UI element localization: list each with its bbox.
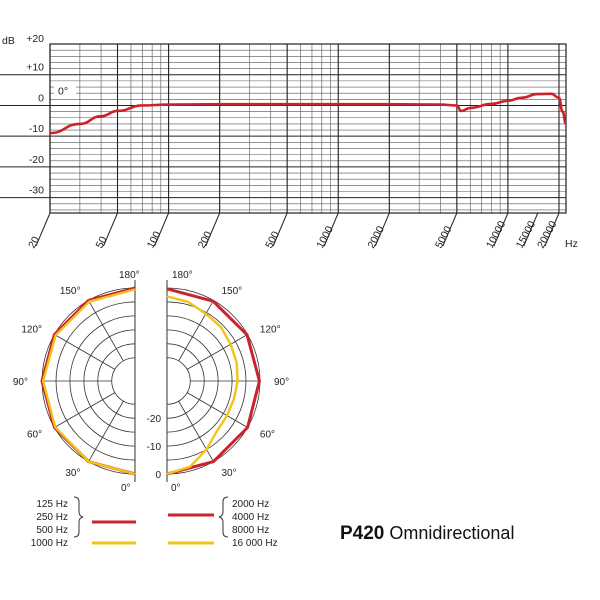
x-tick-label: 50: [94, 234, 110, 250]
y-tick-label: -30: [29, 185, 44, 197]
y-tick-label: 0: [38, 92, 44, 104]
legend-right-labels: 2000 Hz 4000 Hz 8000 Hz 16 000 Hz: [232, 498, 302, 550]
x-tick-slant: [272, 212, 288, 247]
legend-label: 2000 Hz: [232, 499, 270, 510]
x-tick-slant: [154, 212, 170, 247]
left-polar-half: [40, 280, 136, 482]
model-name: P420: [340, 523, 385, 544]
legend-label: 125 Hz: [36, 499, 68, 510]
polar-pattern-curve: [166, 295, 239, 476]
polar-spoke: [88, 400, 124, 462]
x-tick-slant: [523, 212, 539, 247]
polar-angle-label: 120°: [21, 325, 42, 336]
x-tick-slant: [374, 212, 390, 247]
polar-angle-label: 180°: [119, 270, 140, 281]
x-tick-slant: [35, 212, 51, 247]
x-axis-label: Hz: [565, 238, 578, 250]
legend-label: 500 Hz: [36, 525, 68, 536]
legend-brace: [218, 496, 229, 538]
polar-angle-label: 60°: [260, 430, 275, 441]
y-tick-label: -20: [29, 154, 44, 166]
polar-angle-label: 0°: [171, 483, 181, 494]
polar-radial-label: -10: [147, 442, 162, 453]
polar-spoke: [178, 300, 214, 362]
polar-angle-label: 150°: [222, 286, 243, 297]
polar-pattern-curve: [41, 288, 136, 476]
polar-ring: [111, 357, 136, 405]
legend-label: 16 000 Hz: [232, 538, 278, 549]
x-tick-slant: [103, 212, 118, 247]
pickup-pattern: Omnidirectional: [389, 523, 515, 543]
polar-radial-label: 0: [155, 470, 161, 481]
polar-spoke: [88, 300, 124, 362]
polar-angle-label: 60°: [27, 430, 42, 441]
legend-left-labels: 125 Hz 250 Hz 500 Hz 1000 Hz: [22, 498, 68, 550]
polar-angle-label: 180°: [172, 270, 193, 281]
y-tick-label: +20: [26, 33, 44, 45]
model-title: P420 Omnidirectional: [340, 523, 514, 545]
x-tick-slant: [442, 212, 458, 247]
legend-label: 250 Hz: [36, 512, 68, 523]
polar-angle-label: 90°: [274, 377, 289, 388]
frequency-response-chart: 20 50 100 200 500 1000 2000 5000 10000 1500020000…: [0, 33, 578, 250]
y-tick-label: +10: [26, 62, 44, 74]
polar-angle-label: 90°: [13, 377, 28, 388]
polar-angle-label: 150°: [60, 286, 81, 297]
annotation-box: [54, 82, 76, 99]
polar-pattern-curve: [166, 287, 261, 476]
y-tick-label: -10: [29, 123, 44, 135]
x-tick-label: 20: [26, 234, 42, 250]
legend-brace: [73, 496, 84, 538]
polar-radial-label: -20: [147, 414, 162, 425]
x-tick-slant: [205, 212, 221, 247]
plot-frame: [49, 43, 567, 214]
polar-angle-label: 30°: [222, 468, 237, 479]
polar-angle-label: 30°: [65, 468, 80, 479]
right-polar-half: [166, 280, 261, 482]
polar-angle-label: 120°: [260, 325, 281, 336]
curve-annotation: 0°: [58, 86, 68, 98]
polar-spoke: [186, 392, 248, 428]
polar-angle-label: 0°: [121, 483, 131, 494]
x-tick-slant: [493, 212, 509, 247]
polar-spoke: [54, 392, 116, 428]
polar-spoke: [54, 334, 116, 370]
legend-label: 1000 Hz: [30, 538, 68, 549]
x-tick-slant: [323, 212, 339, 247]
y-axis-label: dB: [2, 35, 15, 47]
legend-label: 4000 Hz: [232, 512, 270, 523]
polar-ring: [166, 357, 191, 405]
x-tick-slant: [544, 212, 560, 247]
polar-spoke: [186, 334, 248, 370]
response-curve: [49, 92, 568, 135]
polar-spoke: [178, 400, 214, 462]
legend-label: 8000 Hz: [232, 525, 270, 536]
